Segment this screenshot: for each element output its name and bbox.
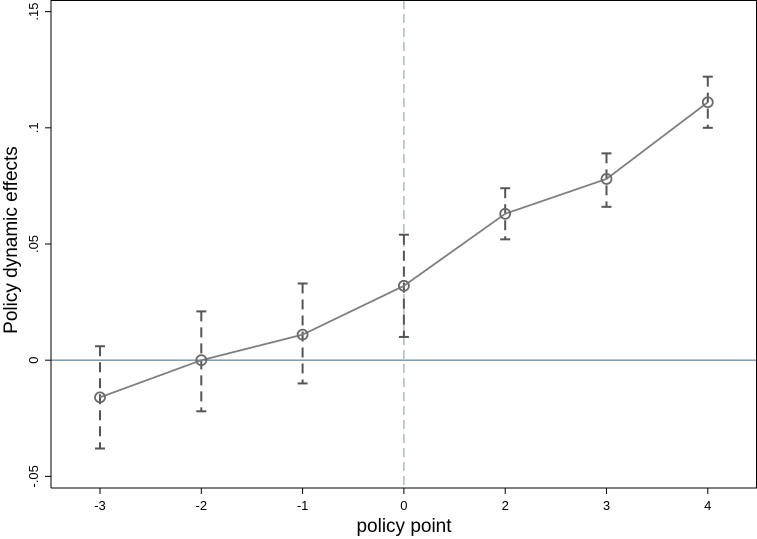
series-line <box>99 101 709 399</box>
x-tick-label--1: -1 <box>297 498 309 513</box>
data-point-2 <box>499 207 512 220</box>
estimate-line <box>99 101 709 399</box>
data-point--3 <box>94 391 106 404</box>
x-ticks: -3 -2 -1 0 2 3 4 <box>94 488 711 513</box>
data-point--1 <box>296 328 309 341</box>
x-tick-label--3: -3 <box>94 498 106 513</box>
x-tick-label-0: 0 <box>400 498 407 513</box>
x-tick-label-3: 3 <box>603 498 610 513</box>
y-tick-label-0: 0 <box>26 357 41 364</box>
x-tick-label-4: 4 <box>704 498 711 513</box>
data-point--2 <box>195 354 208 367</box>
data-points <box>94 96 714 404</box>
y-ticks: -.05 0 .05 .1 .15 <box>26 3 51 488</box>
y-tick-label-.15: .15 <box>26 3 41 21</box>
data-point-4 <box>701 96 714 109</box>
x-tick-label--2: -2 <box>196 498 208 513</box>
y-tick-label-.05: .05 <box>26 235 41 253</box>
y-tick-label--.05: -.05 <box>26 465 41 487</box>
y-tick-label-.1: .1 <box>26 122 41 133</box>
data-point-0 <box>397 279 410 292</box>
y-axis-title: Policy dynamic effects <box>1 146 22 334</box>
x-tick-label-2: 2 <box>502 498 509 513</box>
data-point-3 <box>600 173 613 185</box>
x-axis-title: policy point <box>356 516 452 537</box>
